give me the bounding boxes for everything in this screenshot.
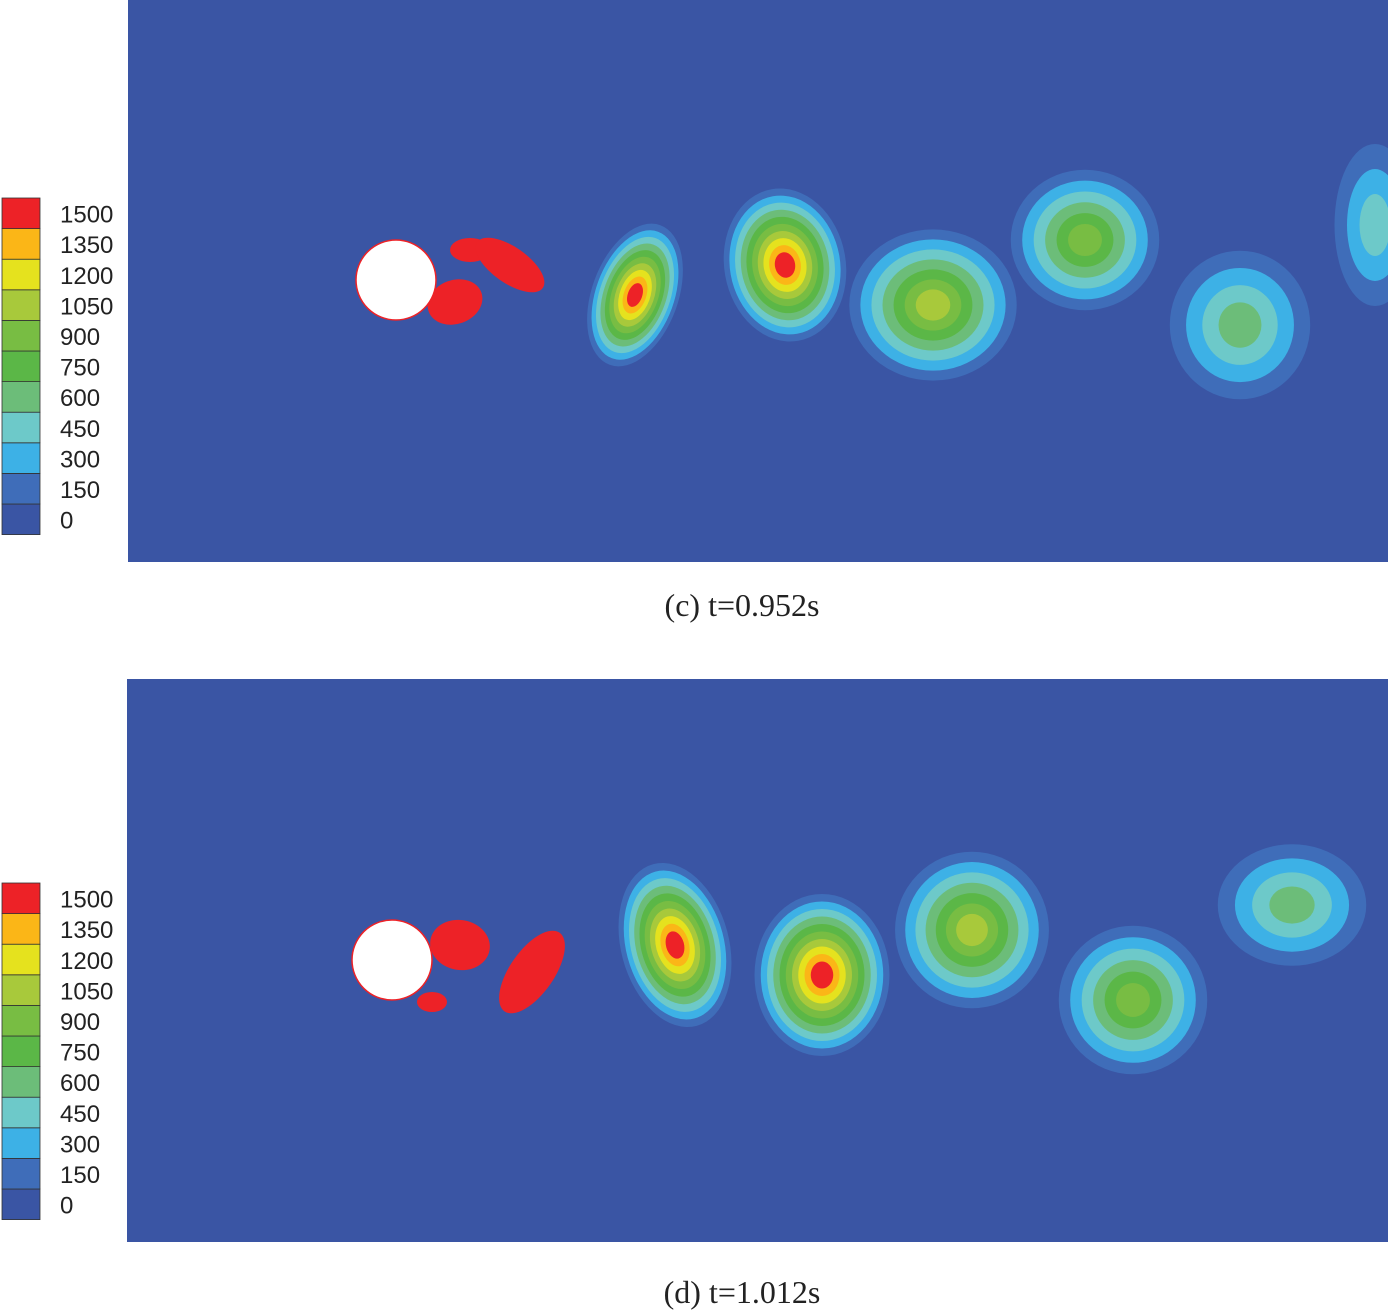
colorbar-segment <box>1 442 41 474</box>
vortex-level <box>665 931 685 959</box>
colorbar-tick-label: 300 <box>60 1131 100 1158</box>
colorbar-segment <box>1 1096 41 1129</box>
colorbar-segment <box>1 1005 41 1037</box>
colorbar-segment <box>1 350 41 383</box>
colorbar-tick-label: 1350 <box>60 917 113 944</box>
vortex-level <box>1068 223 1102 257</box>
colorbar-tick-label: 450 <box>60 416 100 443</box>
vortex-level <box>1359 194 1388 256</box>
colorbar-segment <box>1 289 41 321</box>
panel: 0 150 300 450 600 750 900 1050 1200 1350 1500 (d) t… <box>1 679 1388 1310</box>
colorbar-tick-label: 750 <box>60 1040 100 1067</box>
colorbar-tick-label: 600 <box>60 1070 100 1097</box>
colorbar-segment <box>1 1066 41 1098</box>
colorbar-tick-label: 750 <box>60 355 100 382</box>
colorbar-tick-label: 1200 <box>60 263 113 290</box>
panel-caption: (d) t=1.012s <box>664 1274 821 1310</box>
colorbar-segment <box>1 411 41 444</box>
wake-region <box>475 237 545 293</box>
colorbar-tick-label: 900 <box>60 324 100 351</box>
vortex-level <box>810 961 834 989</box>
colorbar-tick-label: 1500 <box>60 202 113 229</box>
colorbar-segment <box>1 1035 41 1068</box>
colorbar-tick-label: 900 <box>60 1009 100 1036</box>
colorbar-tick-label: 300 <box>60 446 100 473</box>
colorbar-tick-label: 600 <box>60 385 100 412</box>
panel: 0 150 300 450 600 750 900 1050 1200 1350 1500 (c) t… <box>1 0 1388 623</box>
colorbar-segment <box>1 943 41 976</box>
field <box>427 144 1388 400</box>
vortex-level <box>1218 302 1262 348</box>
colorbar-segment <box>1 258 41 291</box>
wake-region <box>427 279 483 325</box>
colorbar-segment <box>1 1158 41 1190</box>
vortex-level <box>956 913 988 947</box>
colorbar-tick-label: 0 <box>60 1193 73 1220</box>
vortex-level <box>1269 886 1315 924</box>
panel-caption: (c) t=0.952s <box>665 587 820 623</box>
colorbar-segment <box>1 228 41 260</box>
colorbar-segment <box>1 1127 41 1159</box>
colorbar-tick-label: 1050 <box>60 978 113 1005</box>
vortex-level <box>1116 983 1150 1017</box>
colorbar-tick-label: 0 <box>60 508 73 535</box>
colorbar-segment <box>1 197 41 230</box>
vortex-level <box>915 289 951 321</box>
field <box>417 844 1367 1075</box>
colorbar-tick-label: 1500 <box>60 887 113 914</box>
colorbar-tick-label: 150 <box>60 477 100 504</box>
colorbar-segment <box>1 882 41 915</box>
colorbar-segment <box>1 472 41 505</box>
cylinder <box>351 919 433 1001</box>
wake-region <box>417 992 447 1012</box>
colorbar-segment <box>1 913 41 945</box>
colorbar-tick-label: 150 <box>60 1162 100 1189</box>
colorbar-segment <box>1 503 41 536</box>
vortex-level <box>774 252 796 278</box>
colorbar-tick-label: 450 <box>60 1101 100 1128</box>
colorbar-tick-label: 1050 <box>60 293 113 320</box>
colorbar-tick-label: 1350 <box>60 232 113 259</box>
colorbar-tick-label: 1200 <box>60 948 113 975</box>
vortex-level <box>627 283 643 307</box>
colorbar-segment <box>1 974 41 1006</box>
cylinder <box>355 239 437 321</box>
colorbar-segment <box>1 381 41 413</box>
colorbar-segment <box>1 319 41 352</box>
wake-region <box>430 919 490 971</box>
wake-region <box>499 930 565 1014</box>
colorbar-segment <box>1 1188 41 1221</box>
